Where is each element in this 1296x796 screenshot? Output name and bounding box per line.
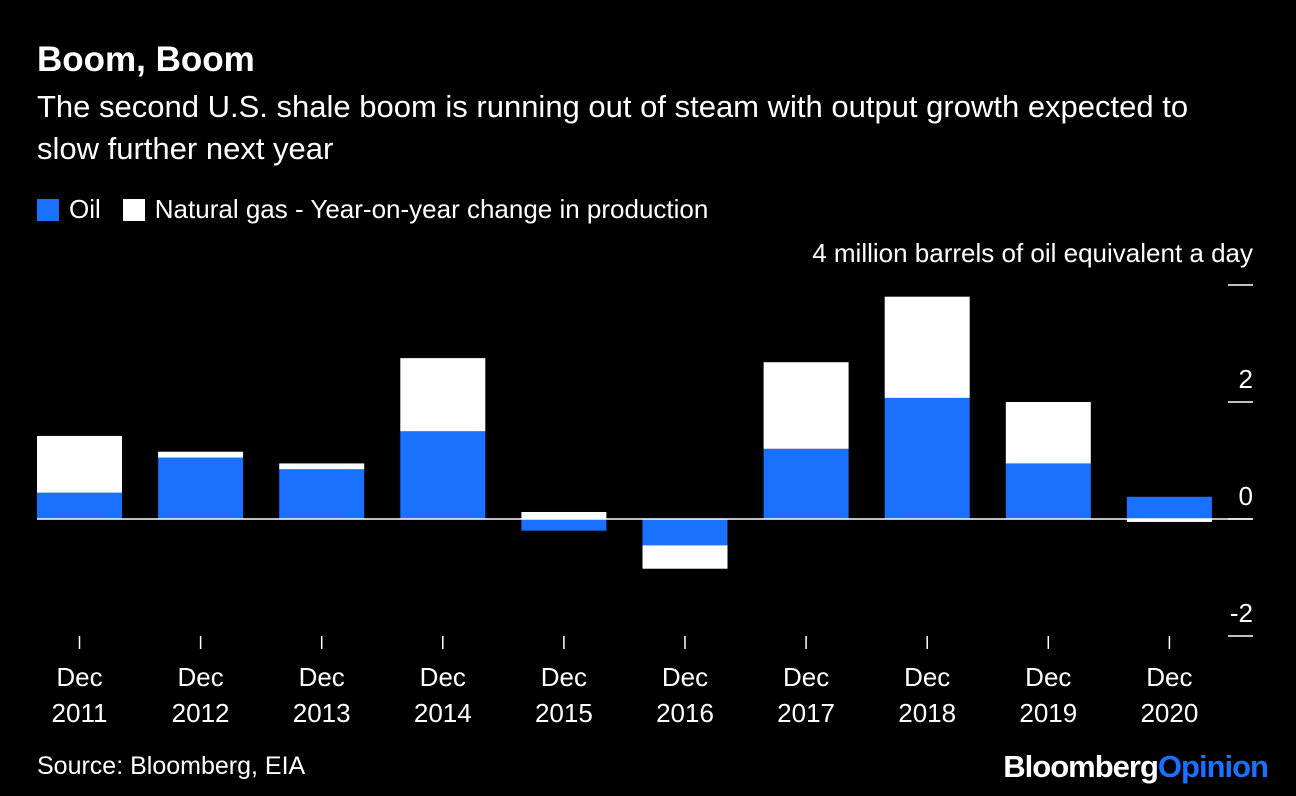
- chart-subtitle: The second U.S. shale boom is running ou…: [37, 89, 1189, 166]
- x-tick-label-0: Dec 2011: [52, 662, 108, 728]
- bar-oil-2: [279, 469, 365, 519]
- bar-gas-9: [1126, 519, 1212, 522]
- x-tick-label-3: Dec 2014: [414, 662, 472, 728]
- bar-gas-5: [642, 545, 728, 569]
- legend: Oil Natural gas - Year-on-year change in…: [37, 194, 730, 225]
- bar-oil-6: [763, 448, 849, 519]
- brand-logo: BloombergOpinion: [1003, 749, 1269, 785]
- bar-oil-8: [1005, 463, 1091, 519]
- legend-label-oil: Oil: [69, 194, 101, 224]
- bar-gas-8: [1005, 402, 1091, 464]
- bar-oil-3: [400, 431, 486, 519]
- bar-oil-5: [642, 519, 728, 546]
- legend-item-oil: Oil: [37, 194, 101, 225]
- x-tick-label-1: Dec 2012: [172, 662, 230, 728]
- bar-gas-6: [763, 362, 849, 449]
- bar-oil-4: [521, 519, 607, 531]
- bar-oil-7: [884, 397, 970, 519]
- x-tick-label-9: Dec 2020: [1140, 662, 1198, 728]
- y-tick-label-3: -2: [1230, 598, 1253, 628]
- bar-oil-0: [37, 492, 122, 519]
- legend-swatch-oil: [37, 198, 59, 221]
- legend-item-gas: Natural gas - Year-on-year change in pro…: [122, 194, 709, 225]
- bar-oil-9: [1126, 496, 1212, 519]
- brand-part-2: Opinion: [1157, 749, 1269, 784]
- y-tick-label-2: 0: [1239, 481, 1253, 511]
- legend-swatch-gas: [122, 198, 145, 221]
- y-tick-label-1: 2: [1239, 364, 1253, 394]
- bar-oil-1: [158, 457, 244, 519]
- legend-label-gas: Natural gas - Year-on-year change in pro…: [154, 194, 709, 224]
- x-tick-label-4: Dec 2015: [535, 662, 593, 728]
- x-tick-label-6: Dec 2017: [777, 662, 835, 728]
- bar-gas-1: [158, 451, 244, 458]
- bar-gas-2: [279, 463, 365, 470]
- source-note: Source: Bloomberg, EIA: [37, 752, 306, 780]
- bar-gas-0: [37, 435, 122, 493]
- x-tick-label-7: Dec 2018: [898, 662, 956, 728]
- x-tick-label-8: Dec 2019: [1019, 662, 1077, 728]
- x-tick-label-5: Dec 2016: [656, 662, 714, 728]
- bar-gas-7: [884, 296, 970, 398]
- x-tick-label-2: Dec 2013: [293, 662, 351, 728]
- bar-gas-4: [521, 511, 607, 519]
- bar-gas-3: [400, 358, 486, 432]
- brand-part-1: Bloomberg: [1003, 749, 1159, 784]
- y-axis-unit-label: 4 million barrels of oil equivalent a da…: [812, 238, 1253, 268]
- chart-title: Boom, Boom: [37, 40, 255, 79]
